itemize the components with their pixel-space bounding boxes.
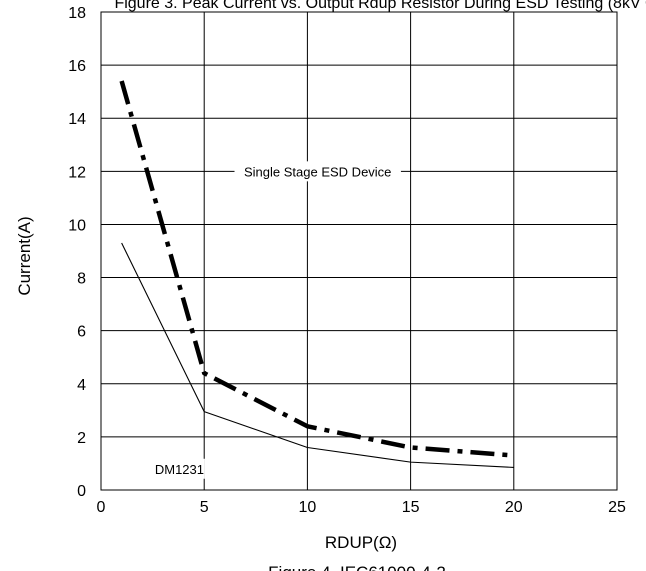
x-tick-label: 15 — [402, 499, 420, 516]
y-tick-label: 8 — [77, 271, 86, 288]
annotation-label: DM1231 — [155, 462, 204, 477]
plot-area — [101, 12, 617, 490]
annotation-bg — [234, 161, 401, 182]
grid-lines — [100, 11, 618, 491]
y-tick-label: 10 — [68, 217, 86, 234]
x-tick-label: 10 — [299, 499, 317, 516]
x-tick-label: 5 — [200, 499, 209, 516]
y-tick-label: 18 — [68, 5, 86, 22]
x-axis-label: RDUP(Ω) — [325, 533, 397, 552]
y-axis-label: Current(A) — [15, 216, 34, 295]
y-tick-label: 14 — [68, 111, 86, 128]
annotation-label: Single Stage ESD Device — [244, 164, 391, 179]
series-layer — [119, 80, 514, 468]
x-tick-label: 25 — [608, 499, 626, 516]
annotation-bg — [154, 458, 205, 479]
plot-border — [100, 11, 618, 491]
chart-title: Figure 3. Peak Current vs. Output Rdup R… — [114, 0, 646, 12]
y-tick-label: 0 — [77, 483, 86, 500]
series-line-single-stage — [119, 80, 514, 458]
x-tick-label: 0 — [97, 499, 106, 516]
x-tick-label: 20 — [505, 499, 523, 516]
y-tick-label: 2 — [77, 430, 86, 447]
tick-labels: 0 5 10 15 20 25 0 2 4 6 8 10 12 14 16 18 — [68, 5, 626, 516]
series-line-dm1231 — [121, 242, 514, 468]
y-tick-label: 4 — [77, 377, 86, 394]
y-tick-label: 16 — [68, 58, 86, 75]
y-tick-label: 12 — [68, 164, 86, 181]
figure-caption: Figure 4. IEC61000-4-2 — [268, 563, 446, 571]
annotations: Single Stage ESD Device DM1231 — [154, 161, 401, 479]
y-tick-label: 6 — [77, 324, 86, 341]
